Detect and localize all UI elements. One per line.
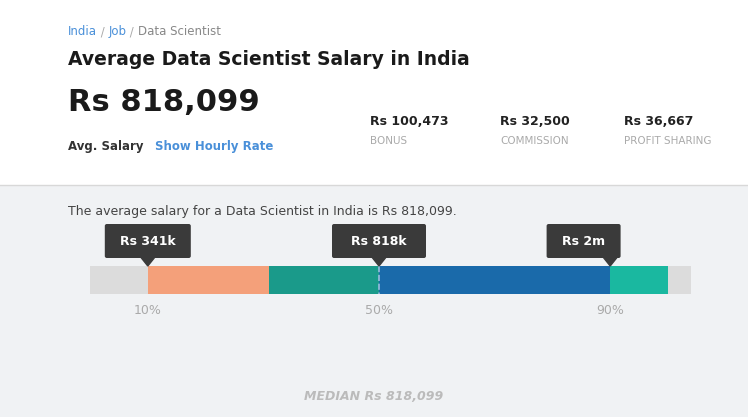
Text: 50%: 50% (365, 304, 393, 317)
Bar (0, 0, 748, 185)
Text: 90%: 90% (596, 304, 624, 317)
Text: India: India (68, 25, 97, 38)
Polygon shape (371, 256, 387, 266)
Text: Rs 36,667: Rs 36,667 (624, 115, 693, 128)
Text: Rs 2m: Rs 2m (562, 234, 605, 248)
Text: Rs 818k: Rs 818k (352, 234, 407, 248)
Text: Rs 818,099: Rs 818,099 (68, 88, 260, 117)
Text: /: / (126, 25, 138, 38)
Text: The average salary for a Data Scientist in India is Rs 818,099.: The average salary for a Data Scientist … (68, 205, 457, 218)
Text: Rs 341k: Rs 341k (120, 234, 176, 248)
Text: Job: Job (108, 25, 126, 38)
Text: BONUS: BONUS (370, 136, 407, 146)
Bar (269, 266, 379, 294)
Text: Average Data Scientist Salary in India: Average Data Scientist Salary in India (68, 50, 470, 69)
Text: 10%: 10% (134, 304, 162, 317)
Text: Show Hourly Rate: Show Hourly Rate (155, 140, 273, 153)
Text: Rs 32,500: Rs 32,500 (500, 115, 570, 128)
Text: COMMISSION: COMMISSION (500, 136, 568, 146)
Text: Data Scientist: Data Scientist (138, 25, 221, 38)
Bar (90, 266, 148, 294)
Text: PROFIT SHARING: PROFIT SHARING (624, 136, 711, 146)
Bar (668, 266, 691, 294)
FancyBboxPatch shape (105, 224, 191, 258)
Text: Avg. Salary: Avg. Salary (68, 140, 144, 153)
Bar (610, 266, 668, 294)
FancyBboxPatch shape (547, 224, 621, 258)
Polygon shape (602, 256, 618, 266)
Text: Rs 100,473: Rs 100,473 (370, 115, 449, 128)
Text: /: / (97, 25, 108, 38)
Polygon shape (140, 256, 156, 266)
Bar (148, 266, 269, 294)
Text: MEDIAN Rs 818,099: MEDIAN Rs 818,099 (304, 390, 444, 403)
Bar (379, 266, 610, 294)
FancyBboxPatch shape (332, 224, 426, 258)
